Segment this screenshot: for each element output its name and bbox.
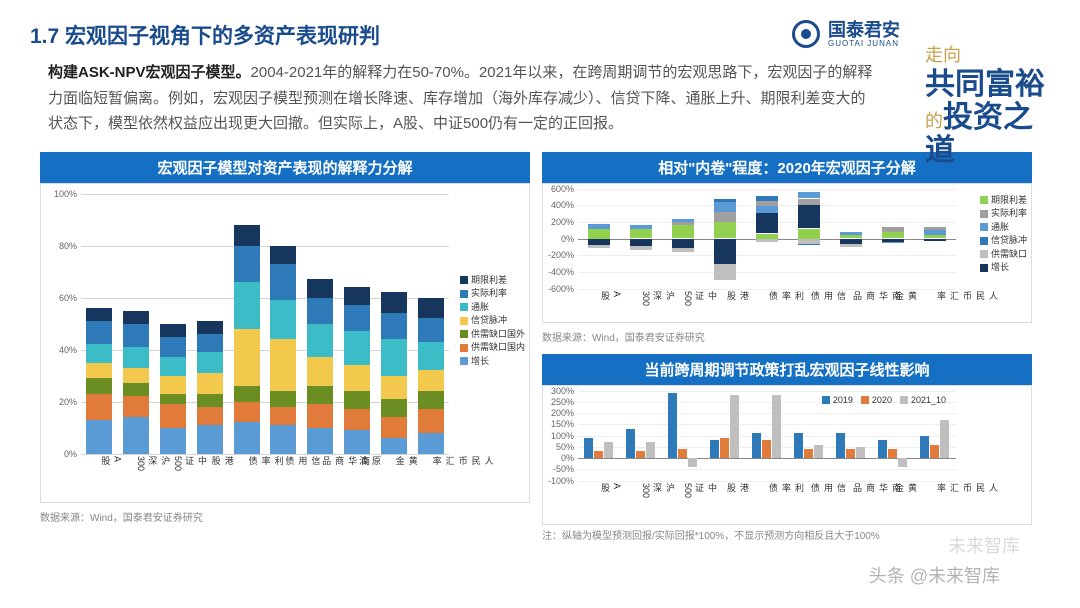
page-title: 1.7 宏观因子视角下的多资产表现研判 [30, 20, 380, 50]
logo-name: 国泰君安 [828, 21, 900, 39]
side-banner: 走向 共同富裕 的投资之道 [925, 35, 1055, 125]
logo-icon [792, 20, 820, 48]
chart2-source: 数据来源：Wind，国泰君安证券研究 [542, 329, 1032, 344]
body-paragraph: 构建ASK-NPV宏观因子模型。2004-2021年的解释力在50-70%。20… [0, 60, 1080, 137]
chart3-title: 当前跨周期调节政策打乱宏观因子线性影响 [542, 354, 1032, 385]
watermark-author: 头条 @未来智库 [869, 562, 1000, 588]
watermark: 未来智库 [948, 532, 1020, 558]
logo-subtitle: GUOTAI JUNAN [828, 39, 900, 48]
company-logo: 国泰君安 GUOTAI JUNAN [792, 20, 900, 48]
chart2-title: 相对"内卷"程度：2020年宏观因子分解 [542, 152, 1032, 183]
chart1-source: 数据来源：Wind，国泰君安证券研究 [40, 509, 530, 524]
chart1-title: 宏观因子模型对资产表现的解释力分解 [40, 152, 530, 183]
chart3-body: -100%-50%0%50%100%150%200%250%300%A股沪深30… [542, 385, 1032, 525]
chart1-body: 0%20%40%60%80%100%A股沪深300中证500港股利率债信用债南华… [40, 183, 530, 503]
chart2-body: -600%-400%-200%0%200%400%600%A股沪深300中证50… [542, 183, 1032, 323]
